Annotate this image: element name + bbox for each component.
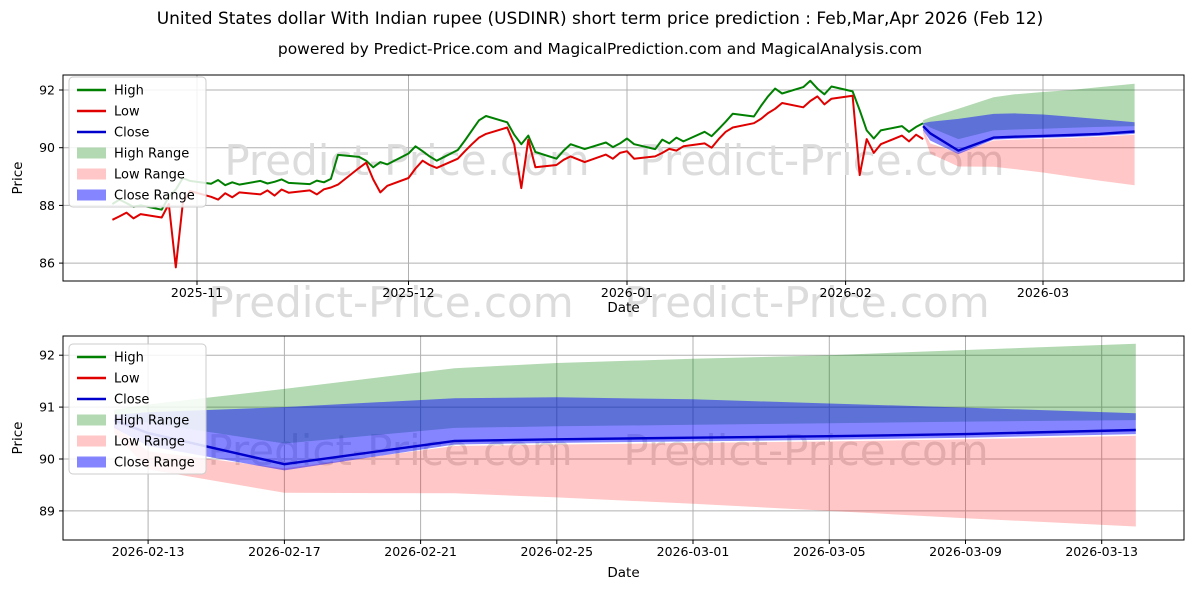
page-subtitle: powered by Predict-Price.com and Magical… (277, 40, 923, 58)
y-tick-label: 89 (39, 503, 55, 518)
low-line (111, 94, 924, 269)
y-tick-label: 90 (39, 452, 55, 467)
legend-label: High Range (114, 414, 189, 429)
forecast-detail-legend: High Low Close High Range Low Range Close Ran… (68, 343, 207, 475)
legend-label: Low Range (114, 168, 185, 183)
legend-box (68, 76, 207, 208)
x-tick-label: 2026-02-13 (112, 544, 185, 559)
close-range-legend-swatch (77, 456, 106, 468)
y-tick-label: 90 (39, 140, 55, 155)
watermark-text: Predict-Price.com (624, 278, 989, 327)
legend-label: High (114, 84, 144, 99)
x-tick-label: 2026-03-05 (793, 544, 866, 559)
high-range-band (114, 343, 1136, 444)
legend-label: Low (114, 105, 140, 120)
x-tick-label: 2026-01 (601, 285, 653, 300)
forecast-detail-chart: Predict-Price.comPredict-Price.com2026-0… (10, 335, 1185, 581)
y-axis-label: Price (10, 162, 26, 195)
legend-box (68, 343, 207, 475)
y-tick-label: 91 (39, 400, 55, 415)
overview-grid (63, 75, 1184, 281)
low-range-band (114, 425, 1136, 527)
overview-legend: High Low Close High Range Low Range Close Ran… (68, 76, 207, 208)
legend-label: Low Range (114, 435, 185, 450)
y-tick-label: 88 (39, 198, 55, 213)
y-tick-label: 86 (39, 256, 55, 271)
x-tick-label: 2026-03-01 (657, 544, 730, 559)
x-axis-label: Date (607, 300, 639, 316)
forecast-detail-grid (63, 336, 1184, 540)
overview-chart: Predict-Price.com Predict-Price.comPredic… (10, 74, 1185, 327)
y-axis-label: Price (10, 422, 26, 455)
x-tick-label: 2026-02-21 (384, 544, 457, 559)
x-tick-label: 2025-12 (382, 285, 434, 300)
legend-label: Close (114, 393, 149, 408)
page-title: United States dollar With Indian rupee (… (156, 9, 1044, 29)
close-range-legend-swatch (77, 189, 106, 201)
high-range-legend-swatch (77, 147, 106, 159)
legend-label: Close Range (114, 456, 195, 471)
x-tick-label: 2026-02-25 (520, 544, 593, 559)
y-tick-label: 92 (39, 83, 55, 98)
high-range-band (923, 83, 1135, 140)
high-line (111, 79, 924, 211)
overview-axis-labels: 2025-11 2025-12 2026-01 2026-02 2026-03 86 88 9… (10, 83, 1069, 317)
legend-label: High Range (114, 147, 189, 162)
forecast-detail-axis-labels: 2026-02-13 2026-02-17 2026-02-21 2026-02-25… (10, 348, 1138, 581)
plot-border (62, 335, 1185, 541)
close-line (922, 125, 1135, 152)
legend-label: Low (114, 372, 140, 387)
high-range-legend-swatch (77, 414, 106, 426)
watermark-text: Predict-Price.com (208, 278, 573, 327)
x-tick-label: 2026-03-09 (929, 544, 1002, 559)
legend-label: High (114, 351, 144, 366)
low-range-legend-swatch (77, 435, 106, 447)
y-tick-label: 92 (39, 348, 55, 363)
x-tick-label: 2026-02-17 (248, 544, 321, 559)
x-tick-label: 2026-03 (1017, 285, 1069, 300)
low-range-band (923, 129, 1135, 186)
x-axis-label: Date (607, 565, 639, 581)
low-range-legend-swatch (77, 168, 106, 180)
x-tick-label: 2026-03-13 (1065, 544, 1138, 559)
legend-label: Close Range (114, 189, 195, 204)
plot-border (62, 74, 1185, 282)
legend-label: Close (114, 126, 149, 141)
x-tick-label: 2026-02 (819, 285, 871, 300)
x-tick-label: 2025-11 (171, 285, 223, 300)
